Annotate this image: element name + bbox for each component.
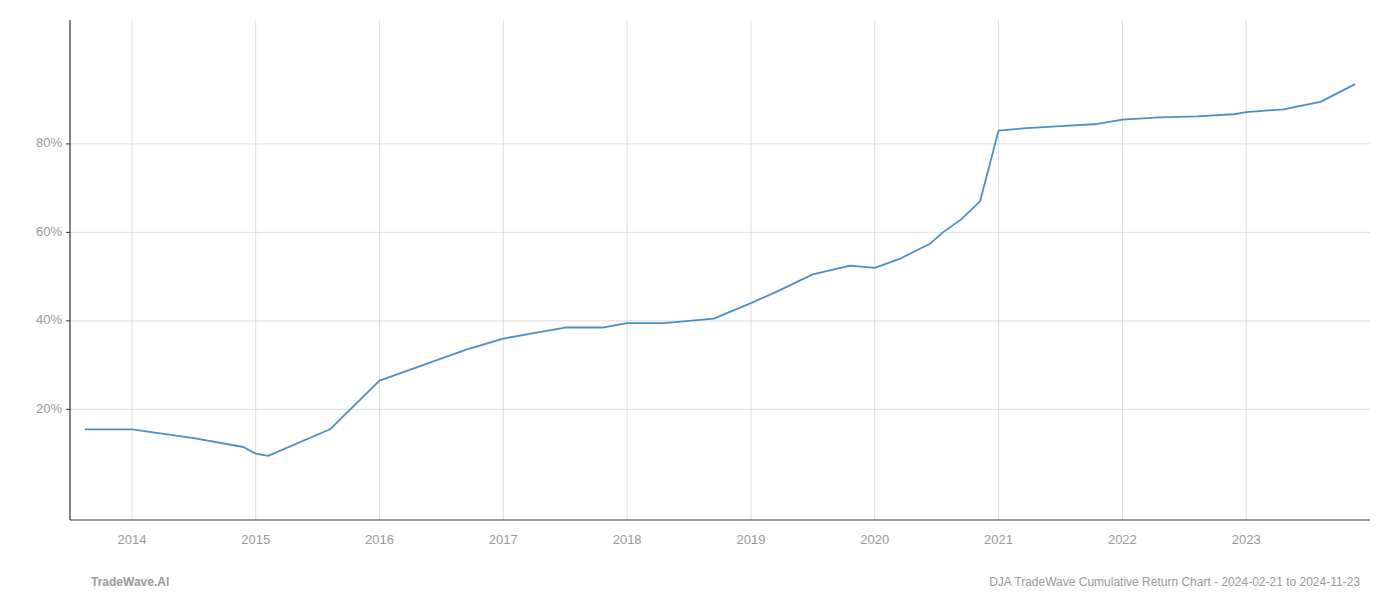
y-grid-line	[70, 320, 1370, 321]
footer-left: TradeWave.AI	[91, 575, 169, 589]
x-grid-line	[998, 20, 999, 520]
grid	[70, 20, 1370, 520]
y-tick-label: 20%	[36, 401, 62, 416]
x-tick-label: 2016	[365, 532, 394, 547]
x-tick-label: 2018	[613, 532, 642, 547]
y-axis-line	[69, 20, 70, 520]
y-grid-line	[70, 232, 1370, 233]
x-tick-label: 2017	[489, 532, 518, 547]
x-tick-label: 2019	[736, 532, 765, 547]
x-axis-line	[70, 519, 1370, 520]
x-grid-line	[627, 20, 628, 520]
x-tick-label: 2015	[241, 532, 270, 547]
axes: 2014 2015 2016 2017 2018 2019 2020 2021 2022 2023…	[36, 20, 1370, 547]
y-tick-label: 80%	[36, 135, 62, 150]
x-grid-line	[379, 20, 380, 520]
x-tick-label: 2022	[1108, 532, 1137, 547]
x-grid-line	[503, 20, 504, 520]
y-tick-label: 40%	[36, 312, 62, 327]
x-grid-line	[255, 20, 256, 520]
y-grid-line	[70, 409, 1370, 410]
x-tick-label: 2014	[117, 532, 146, 547]
x-tick-label: 2020	[860, 532, 889, 547]
page: {"chart_data": {"type": "line", "x": [20…	[0, 0, 1400, 600]
x-grid-line	[750, 20, 751, 520]
y-tick-label: 60%	[36, 224, 62, 239]
x-grid-line	[1246, 20, 1247, 520]
x-tick-label: 2021	[984, 532, 1013, 547]
footer: TradeWave.AI DJA TradeWave Cumulative Ret…	[91, 575, 1360, 589]
x-grid-line	[1122, 20, 1123, 520]
x-grid-line	[874, 20, 875, 520]
chart: 2014 2015 2016 2017 2018 2019 2020 2021 2022 2023…	[0, 0, 1400, 600]
data-line	[85, 84, 1355, 456]
footer-right: DJA TradeWave Cumulative Return Chart - …	[989, 575, 1360, 589]
y-grid-line	[70, 143, 1370, 144]
x-grid-line	[131, 20, 132, 520]
line-group	[85, 84, 1355, 456]
x-tick-label: 2023	[1232, 532, 1261, 547]
